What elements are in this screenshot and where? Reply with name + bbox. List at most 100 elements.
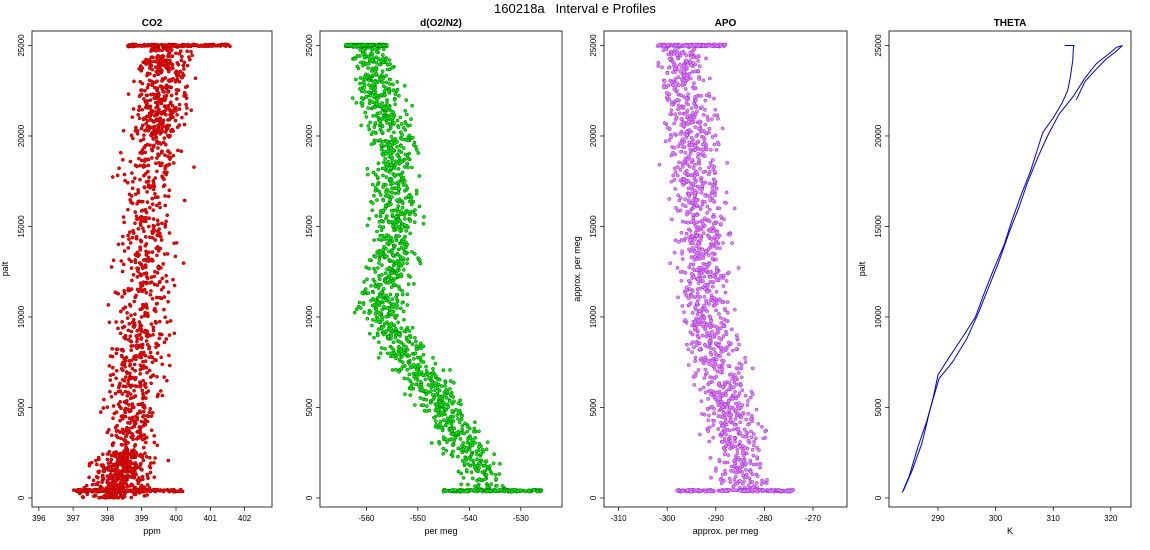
data-point bbox=[387, 88, 392, 93]
data-point bbox=[686, 102, 690, 107]
data-point bbox=[393, 326, 398, 331]
data-point bbox=[701, 151, 705, 155]
data-point bbox=[690, 120, 694, 125]
data-point bbox=[97, 457, 101, 462]
data-point bbox=[715, 399, 720, 404]
data-point bbox=[376, 340, 381, 345]
data-point bbox=[366, 106, 370, 110]
data-point bbox=[152, 433, 157, 438]
data-point bbox=[371, 113, 376, 118]
data-point bbox=[120, 234, 125, 239]
data-point bbox=[695, 294, 700, 299]
data-point bbox=[680, 50, 684, 55]
data-point bbox=[130, 235, 135, 240]
data-point bbox=[153, 119, 158, 124]
data-point bbox=[380, 307, 384, 312]
data-point bbox=[144, 93, 149, 98]
data-point bbox=[94, 462, 99, 467]
data-point bbox=[145, 85, 150, 90]
data-point bbox=[130, 278, 134, 283]
data-point bbox=[688, 282, 692, 286]
data-point bbox=[691, 198, 696, 202]
data-point bbox=[430, 380, 434, 385]
data-point bbox=[114, 376, 118, 381]
data-point bbox=[166, 62, 170, 67]
data-point bbox=[446, 405, 451, 409]
data-point bbox=[402, 376, 407, 381]
data-point bbox=[138, 325, 142, 330]
data-point bbox=[673, 112, 677, 116]
data-point bbox=[362, 310, 367, 315]
data-point bbox=[701, 147, 706, 152]
data-point bbox=[171, 153, 176, 158]
data-point bbox=[147, 464, 152, 469]
data-point bbox=[143, 157, 148, 162]
data-point bbox=[473, 440, 477, 445]
data-point bbox=[129, 133, 134, 138]
data-point bbox=[152, 282, 157, 287]
data-point bbox=[412, 252, 417, 256]
data-point bbox=[169, 488, 174, 492]
data-point bbox=[384, 293, 388, 298]
data-point bbox=[755, 455, 760, 460]
data-point bbox=[732, 380, 737, 385]
data-point bbox=[384, 43, 389, 48]
data-point bbox=[108, 460, 113, 465]
data-point bbox=[127, 257, 131, 262]
data-point bbox=[110, 443, 115, 448]
data-point bbox=[168, 133, 173, 138]
data-point bbox=[671, 70, 675, 75]
data-point bbox=[142, 133, 146, 138]
data-point bbox=[696, 139, 700, 144]
data-point bbox=[133, 252, 138, 257]
data-point bbox=[159, 265, 163, 270]
data-point bbox=[152, 73, 157, 78]
data-point bbox=[484, 447, 489, 452]
data-point bbox=[142, 494, 147, 498]
data-point bbox=[384, 80, 389, 85]
data-point bbox=[702, 361, 706, 366]
data-point bbox=[172, 241, 176, 246]
data-point bbox=[115, 483, 120, 487]
data-point bbox=[174, 91, 179, 96]
data-point bbox=[693, 191, 697, 195]
data-point bbox=[705, 290, 710, 294]
data-point bbox=[734, 347, 739, 351]
data-point bbox=[139, 488, 144, 492]
data-point bbox=[131, 272, 136, 277]
data-point bbox=[169, 93, 174, 98]
data-point bbox=[718, 315, 723, 320]
data-point bbox=[164, 112, 168, 117]
data-point bbox=[148, 470, 153, 475]
data-point bbox=[686, 220, 690, 225]
data-point bbox=[380, 219, 384, 224]
data-point bbox=[698, 238, 703, 243]
data-point bbox=[427, 408, 432, 413]
data-point bbox=[718, 354, 723, 358]
data-point bbox=[414, 339, 418, 344]
data-point bbox=[443, 383, 447, 388]
data-point bbox=[380, 299, 384, 304]
data-point bbox=[130, 115, 135, 120]
data-point bbox=[451, 380, 456, 385]
data-point bbox=[723, 419, 728, 424]
data-point bbox=[150, 55, 154, 60]
data-point bbox=[677, 62, 682, 67]
data-point bbox=[395, 198, 399, 203]
data-point bbox=[149, 289, 153, 293]
data-point bbox=[696, 334, 701, 339]
data-point bbox=[715, 140, 720, 145]
data-point bbox=[380, 73, 384, 77]
data-point bbox=[730, 442, 734, 447]
data-point bbox=[153, 161, 158, 166]
data-point bbox=[139, 350, 143, 355]
data-point bbox=[396, 266, 401, 270]
data-point bbox=[373, 138, 378, 143]
data-point bbox=[450, 488, 455, 492]
data-point bbox=[142, 164, 147, 168]
data-point bbox=[402, 223, 407, 227]
data-point bbox=[735, 481, 740, 486]
data-point bbox=[731, 427, 736, 432]
data-point bbox=[180, 115, 184, 120]
data-point bbox=[363, 89, 367, 94]
